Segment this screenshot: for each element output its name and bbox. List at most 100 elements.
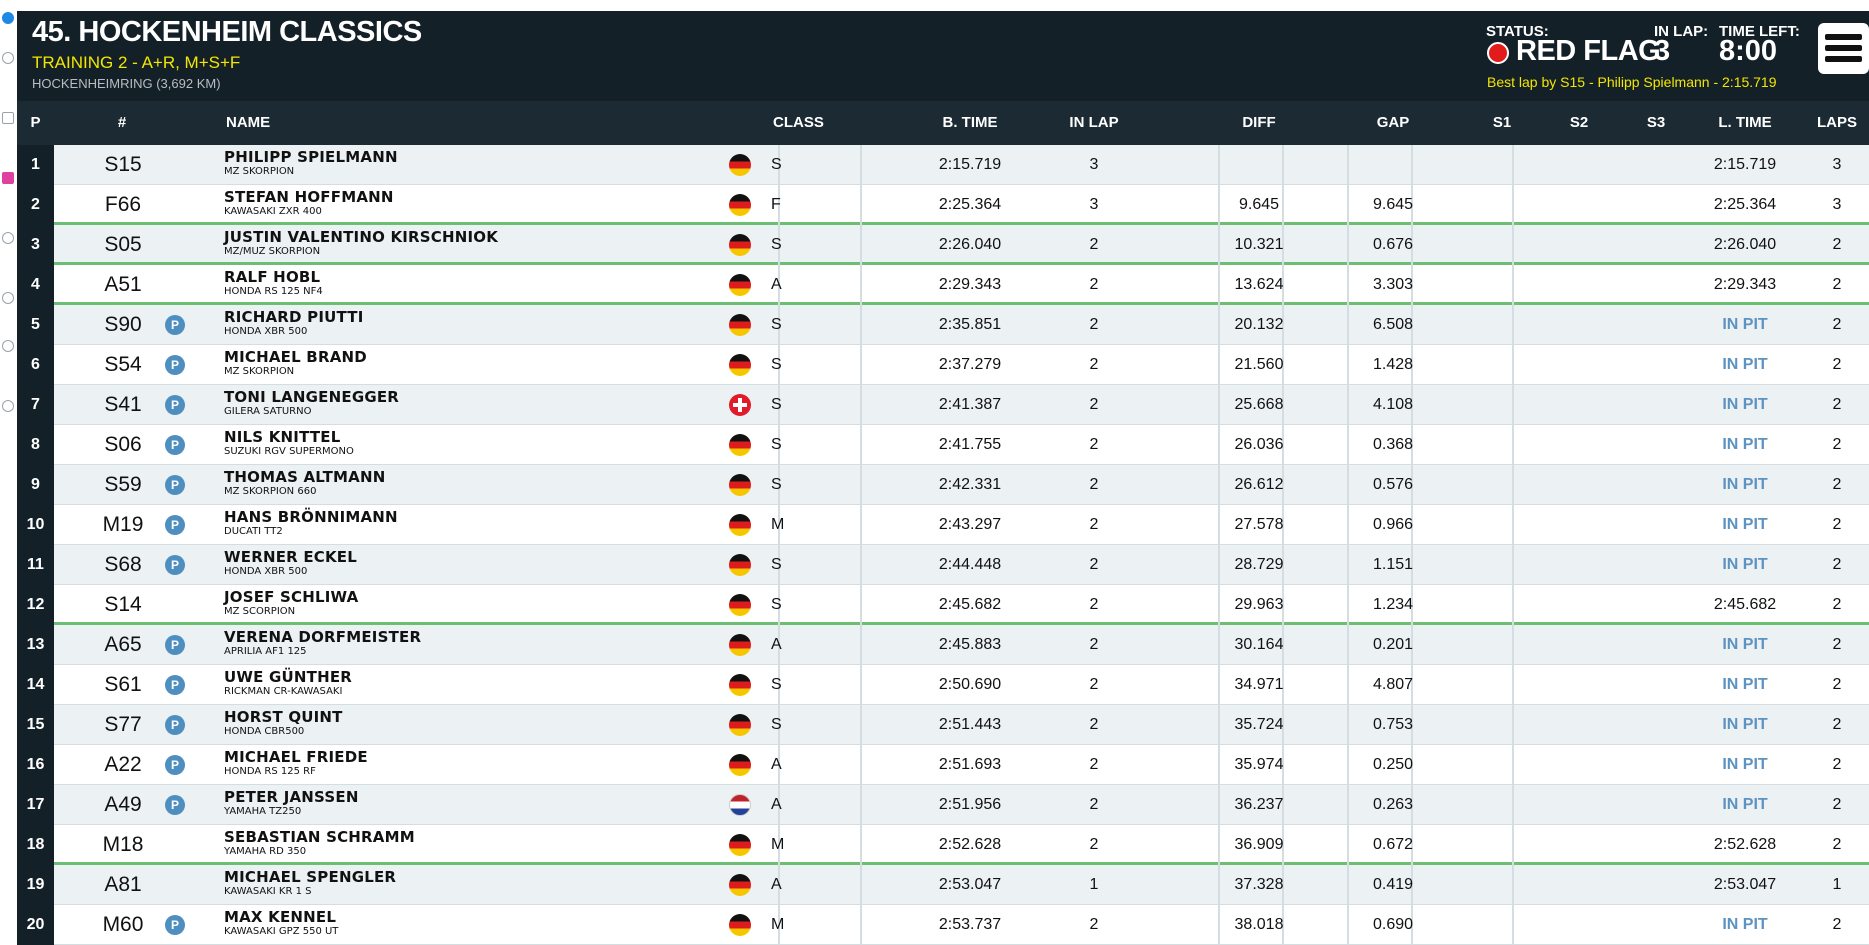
rider-name[interactable]: HANS BRÖNNIMANN [224, 508, 398, 526]
sidebar-icon[interactable] [2, 340, 14, 352]
table-row[interactable]: 11 S68 P WERNER ECKEL HONDA XBR 500 S 2:44.448… [17, 545, 1869, 585]
rider-name[interactable]: THOMAS ALTMANN [224, 468, 386, 486]
col-last-time[interactable]: L. TIME [1718, 114, 1772, 131]
table-row[interactable]: 18 M18 SEBASTIAN SCHRAMM YAMAHA RD 350 M 2:52… [17, 825, 1869, 865]
table-row[interactable]: 1 S15 PHILIPP SPIELMANN MZ SKORPION S 2:15.71… [17, 145, 1869, 185]
rider-name[interactable]: MICHAEL BRAND [224, 348, 367, 366]
table-row[interactable]: 20 M60 P MAX KENNEL KAWASAKI GPZ 550 UT M 2:53… [17, 905, 1869, 945]
rider-number[interactable]: S54 [104, 353, 142, 376]
col-laps[interactable]: LAPS [1816, 114, 1857, 131]
col-best-time[interactable]: B. TIME [942, 114, 998, 131]
rider-number[interactable]: S90 [104, 313, 142, 336]
col-position[interactable]: P [30, 114, 41, 131]
last-time: IN PIT [1722, 716, 1768, 733]
best-time: 2:37.279 [938, 356, 1002, 373]
col-s1[interactable]: S1 [1492, 114, 1512, 131]
table-row[interactable]: 17 A49 P PETER JANSSEN YAMAHA TZ250 A 2:51.956… [17, 785, 1869, 825]
sidebar-icon[interactable] [2, 292, 14, 304]
rider-number[interactable]: S06 [104, 433, 142, 456]
rider-bike: KAWASAKI KR 1 S [224, 886, 312, 897]
table-row[interactable]: 15 S77 P HORST QUINT HONDA CBR500 S 2:51.443 2 3… [17, 705, 1869, 745]
app-icon[interactable] [2, 12, 14, 24]
rider-name[interactable]: RICHARD PIUTTI [224, 308, 364, 326]
table-row[interactable]: 10 M19 P HANS BRÖNNIMANN DUCATI TT2 M 2:43.297… [17, 505, 1869, 545]
best-time: 2:50.690 [938, 676, 1002, 693]
col-in-lap[interactable]: IN LAP [1069, 114, 1119, 131]
rider-name[interactable]: PHILIPP SPIELMANN [224, 148, 398, 166]
table-row[interactable]: 5 S90 P RICHARD PIUTTI HONDA XBR 500 S 2:35.85… [17, 305, 1869, 345]
rider-name[interactable]: RALF HOBL [224, 268, 321, 286]
rider-name[interactable]: JUSTIN VALENTINO KIRSCHNIOK [224, 228, 499, 246]
column-divider [1411, 465, 1413, 505]
instagram-icon[interactable] [2, 172, 14, 184]
col-class[interactable]: CLASS [773, 114, 824, 131]
rider-name[interactable]: MICHAEL SPENGLER [224, 868, 397, 886]
table-row[interactable]: 12 S14 JOSEF SCHLIWA MZ SCORPION S 2:45.682 2 2… [17, 585, 1869, 625]
table-row[interactable]: 19 A81 MICHAEL SPENGLER KAWASAKI KR 1 S A 2:5… [17, 865, 1869, 905]
rider-name[interactable]: MAX KENNEL [224, 908, 337, 926]
rider-number[interactable]: S15 [104, 153, 142, 176]
rider-number[interactable]: M19 [102, 513, 144, 536]
rider-number[interactable]: S77 [104, 713, 142, 736]
rider-number[interactable]: M18 [102, 833, 144, 856]
best-time: 2:41.387 [938, 396, 1002, 413]
table-row[interactable]: 2 F66 STEFAN HOFFMANN KAWASAKI ZXR 400 F 2:25… [17, 185, 1869, 225]
sidebar-icon[interactable] [2, 232, 14, 244]
table-header: P # NAME CLASS B. TIME IN LAP DIFF GAP S… [17, 101, 1869, 145]
rider-number[interactable]: S41 [104, 393, 142, 416]
table-row[interactable]: 9 S59 P THOMAS ALTMANN MZ SKORPION 660 S 2:42.… [17, 465, 1869, 505]
column-divider [1411, 145, 1413, 185]
rider-number[interactable]: A51 [104, 273, 142, 296]
table-row[interactable]: 3 S05 JUSTIN VALENTINO KIRSCHNIOK MZ/MUZ SK… [17, 225, 1869, 265]
column-divider [860, 905, 862, 945]
rider-number[interactable]: M60 [102, 913, 144, 936]
col-s3[interactable]: S3 [1646, 114, 1666, 131]
table-row[interactable]: 8 S06 P NILS KNITTEL SUZUKI RGV SUPERMONO S 2:… [17, 425, 1869, 465]
table-row[interactable]: 6 S54 P MICHAEL BRAND MZ SKORPION S 2:37.279 2 2… [17, 345, 1869, 385]
rider-number[interactable]: F66 [104, 193, 142, 216]
flag-de-icon [729, 314, 751, 336]
rider-number[interactable]: S14 [104, 593, 142, 616]
flag-de-icon [729, 874, 751, 896]
hamburger-menu-icon[interactable] [1818, 23, 1869, 74]
table-row[interactable]: 16 A22 P MICHAEL FRIEDE HONDA RS 125 RF A 2:51… [17, 745, 1869, 785]
col-name[interactable]: NAME [226, 114, 271, 131]
table-row[interactable]: 14 S61 P UWE GÜNTHER RICKMAN CR-KAWASAKI S 2:5… [17, 665, 1869, 705]
rider-number[interactable]: A81 [104, 873, 142, 896]
rider-name[interactable]: MICHAEL FRIEDE [224, 748, 368, 766]
rider-name[interactable]: SEBASTIAN SCHRAMM [224, 828, 415, 846]
rider-number[interactable]: S68 [104, 553, 142, 576]
rider-name[interactable]: VERENA DORFMEISTER [224, 628, 422, 646]
rider-name[interactable]: STEFAN HOFFMANN [224, 188, 394, 206]
sidebar-icon[interactable] [2, 400, 14, 412]
rider-name[interactable]: PETER JANSSEN [224, 788, 359, 806]
row-position: 8 [17, 425, 54, 465]
col-diff[interactable]: DIFF [1242, 114, 1276, 131]
rider-bike: KAWASAKI GPZ 550 UT [224, 926, 339, 937]
rider-name[interactable]: WERNER ECKEL [224, 548, 357, 566]
rider-number[interactable]: A49 [104, 793, 142, 816]
gap-time: 1.151 [1372, 556, 1414, 573]
rider-name[interactable]: JOSEF SCHLIWA [224, 588, 359, 606]
sidebar-icon[interactable] [2, 112, 14, 124]
rider-name[interactable]: HORST QUINT [224, 708, 343, 726]
rider-number[interactable]: S61 [104, 673, 142, 696]
col-number[interactable]: # [117, 114, 127, 131]
rider-number[interactable]: A22 [104, 753, 142, 776]
col-gap[interactable]: GAP [1376, 114, 1410, 131]
table-row[interactable]: 13 A65 P VERENA DORFMEISTER APRILIA AF1 125 A… [17, 625, 1869, 665]
rider-name[interactable]: UWE GÜNTHER [224, 668, 353, 686]
row-position: 2 [17, 185, 54, 225]
status-label: STATUS: [1486, 23, 1549, 40]
rider-number[interactable]: A65 [104, 633, 142, 656]
table-row[interactable]: 4 A51 RALF HOBL HONDA RS 125 NF4 A 2:29.343 2 1… [17, 265, 1869, 305]
rider-name[interactable]: NILS KNITTEL [224, 428, 341, 446]
sidebar-icon[interactable] [2, 52, 14, 64]
rider-number[interactable]: S59 [104, 473, 142, 496]
table-row[interactable]: 7 S41 P TONI LANGENEGGER GILERA SATURNO S 2:41… [17, 385, 1869, 425]
col-s2[interactable]: S2 [1569, 114, 1589, 131]
rider-number[interactable]: S05 [104, 233, 142, 256]
rider-name[interactable]: TONI LANGENEGGER [224, 388, 400, 406]
column-divider [1411, 545, 1413, 585]
rider-class: A [771, 636, 782, 653]
